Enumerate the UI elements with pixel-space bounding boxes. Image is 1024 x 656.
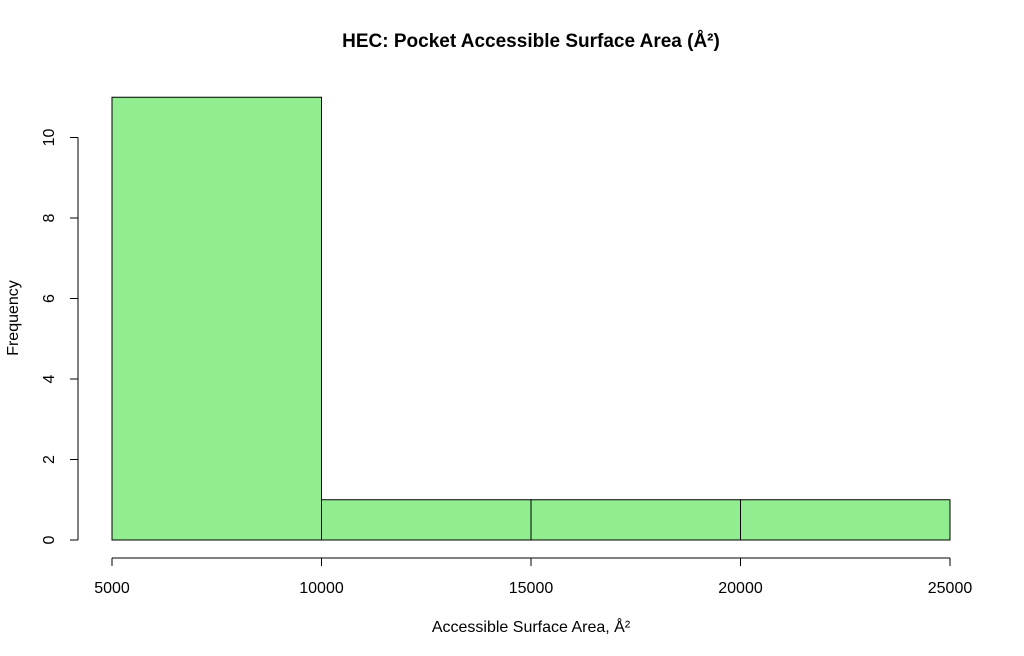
- y-tick-label: 10: [41, 129, 58, 147]
- x-tick-label: 15000: [509, 580, 554, 597]
- histogram-bar-1: [111, 96, 322, 541]
- y-tick-label: 6: [41, 294, 58, 303]
- histogram-bar-2: [321, 499, 532, 541]
- y-tick-label: 4: [41, 374, 58, 383]
- x-tick-label: 10000: [299, 580, 344, 597]
- histogram-bar-3: [530, 499, 741, 541]
- x-axis-label: Accessible Surface Area, Å²: [432, 617, 631, 636]
- x-tick-label: 25000: [928, 580, 973, 597]
- y-tick-label: 0: [41, 535, 58, 544]
- x-tick-label: 20000: [718, 580, 763, 597]
- chart-title: HEC: Pocket Accessible Surface Area (Å²): [342, 31, 720, 52]
- bars-group: [111, 96, 951, 541]
- y-tick-label: 2: [41, 455, 58, 464]
- y-axis: 0 2 4 6 8 10: [41, 129, 79, 544]
- y-tick-label: 8: [41, 213, 58, 222]
- x-tick-label: 5000: [94, 580, 130, 597]
- x-axis: 5000 10000 15000 20000 25000: [94, 557, 973, 597]
- y-axis-label: Frequency: [5, 280, 22, 356]
- histogram-bar-4: [740, 499, 951, 541]
